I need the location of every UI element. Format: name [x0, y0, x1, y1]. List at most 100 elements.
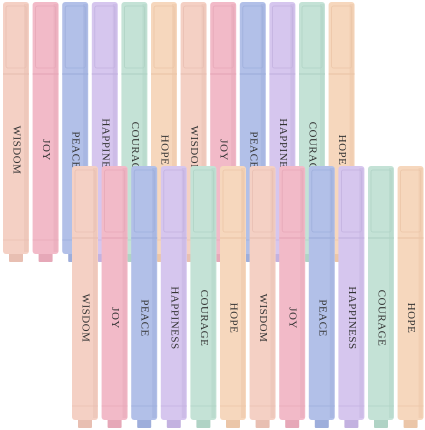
- pen-shade: [359, 168, 364, 418]
- pen-body: [308, 166, 335, 420]
- pen-body: [338, 166, 365, 420]
- cap-clip: [212, 5, 234, 69]
- cap-clip: [153, 5, 175, 69]
- pen-body: [3, 2, 29, 254]
- pen-label: HAPPINESS: [99, 118, 111, 181]
- highlighter: PEACE: [308, 166, 335, 428]
- pen-body: [190, 166, 217, 420]
- pen-shade: [260, 4, 265, 252]
- pen-label: PEACE: [247, 131, 259, 168]
- highlighter: COURAGE: [190, 166, 217, 428]
- pen-label: COURAGE: [198, 290, 210, 347]
- pen-shade: [83, 4, 88, 252]
- pen-label: COURAGE: [306, 122, 318, 179]
- cap-clip: [331, 5, 353, 69]
- cap-clip: [192, 169, 214, 233]
- pen-body: [72, 166, 98, 420]
- pen-shade: [112, 4, 117, 252]
- pen-label: PEACE: [139, 299, 151, 336]
- cap-clip: [163, 169, 185, 233]
- cap-clip: [340, 169, 362, 233]
- pen-shade: [24, 4, 28, 252]
- pen-label: JOY: [40, 139, 52, 161]
- pen-label: WISDOM: [188, 126, 200, 175]
- cap-clip: [281, 169, 303, 233]
- pen-label: COURAGE: [129, 122, 141, 179]
- pen-label: JOY: [218, 139, 230, 161]
- highlighter: WISDOM: [249, 166, 276, 428]
- cap-clip: [5, 5, 27, 69]
- highlighter: JOY: [279, 166, 306, 428]
- pen-shade: [418, 168, 423, 418]
- pen-label: HAPPINESS: [168, 286, 180, 349]
- pen-tip: [9, 252, 23, 262]
- pen-shade: [329, 168, 334, 418]
- pen-shade: [349, 4, 354, 252]
- cap-clip: [252, 169, 274, 233]
- pen-shade: [290, 4, 295, 252]
- pen-label: HAPPINESS: [277, 118, 289, 181]
- pen-label: HOPE: [336, 135, 348, 166]
- pen-body: [368, 166, 394, 420]
- pen-shade: [93, 168, 97, 418]
- cap-clip: [370, 169, 392, 233]
- pen-tip: [78, 418, 92, 428]
- pen-tip: [344, 418, 359, 428]
- cap-clip: [64, 5, 86, 69]
- pen-label: HAPPINESS: [346, 286, 358, 349]
- pen-body: [131, 166, 158, 420]
- highlighter: JOY: [32, 2, 59, 262]
- pen-body: [249, 166, 276, 420]
- pen-label: HOPE: [405, 303, 417, 334]
- highlighter: HOPE: [220, 166, 246, 428]
- pen-tip: [255, 418, 270, 428]
- cap-clip: [104, 169, 125, 233]
- highlighter: WISDOM: [72, 166, 98, 428]
- pen-shade: [241, 168, 245, 418]
- pen-body: [32, 2, 59, 254]
- pen-body: [279, 166, 306, 420]
- cap-clip: [74, 169, 96, 233]
- pen-tip: [38, 252, 53, 262]
- highlighter: PEACE: [131, 166, 158, 428]
- pen-tip: [196, 418, 211, 428]
- cap-clip: [124, 5, 145, 69]
- pen-label: PEACE: [70, 131, 82, 168]
- highlighter: HOPE: [397, 166, 424, 428]
- cap-clip: [222, 169, 244, 233]
- pen-label: JOY: [109, 307, 121, 329]
- pen-shade: [300, 168, 305, 418]
- pen-shade: [389, 168, 393, 418]
- pen-shade: [231, 4, 236, 252]
- pen-shade: [320, 4, 324, 252]
- pen-body: [160, 166, 187, 420]
- pen-tip: [314, 418, 329, 428]
- cap-clip: [242, 5, 264, 69]
- pen-body: [101, 166, 128, 420]
- cap-clip: [301, 5, 323, 69]
- highlighter: COURAGE: [368, 166, 394, 428]
- pen-shade: [122, 168, 127, 418]
- pen-label: HOPE: [158, 135, 170, 166]
- cap-clip: [94, 5, 116, 69]
- pen-shade: [201, 4, 206, 252]
- pen-body: [397, 166, 424, 420]
- pen-tip: [107, 418, 122, 428]
- pen-shade: [211, 168, 216, 418]
- cap-clip: [133, 169, 155, 233]
- pen-body: [220, 166, 246, 420]
- pen-tip: [166, 418, 181, 428]
- pen-label: COURAGE: [375, 290, 387, 347]
- pen-shade: [172, 4, 176, 252]
- cap-clip: [35, 5, 56, 69]
- pen-shade: [181, 168, 186, 418]
- cap-clip: [271, 5, 293, 69]
- highlighter: JOY: [101, 166, 128, 428]
- pen-shade: [152, 168, 157, 418]
- pen-tip: [285, 418, 300, 428]
- cap-clip: [400, 169, 422, 233]
- cap-clip: [311, 169, 333, 233]
- highlighter: WISDOM: [3, 2, 29, 262]
- pen-label: WISDOM: [257, 294, 269, 343]
